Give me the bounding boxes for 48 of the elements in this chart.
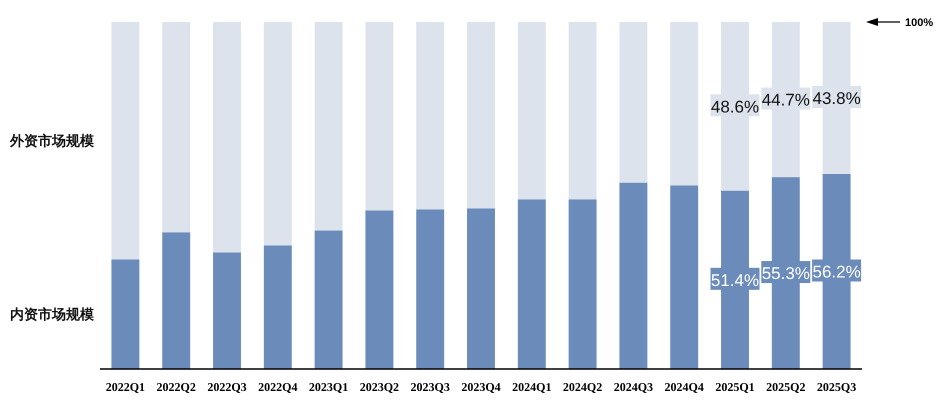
x-tick-label: 2023Q3	[410, 380, 450, 394]
x-tick-label: 2022Q3	[207, 380, 247, 394]
bar	[365, 210, 394, 369]
x-tick-label: 2023Q2	[360, 380, 400, 394]
bar	[213, 22, 241, 252]
bar	[365, 22, 394, 210]
data-label: 44.7%	[762, 90, 810, 110]
x-tick-label: 2022Q1	[106, 380, 146, 394]
x-tick-label: 2023Q4	[461, 380, 501, 394]
series-label: 外资市场规模	[9, 132, 95, 149]
data-label: 48.6%	[710, 97, 760, 116]
bar	[467, 22, 495, 208]
x-tick-label: 2024Q1	[512, 380, 552, 394]
x-tick-label: 2023Q1	[308, 380, 348, 394]
x-tick-label: 2025Q2	[766, 380, 806, 394]
bar	[518, 22, 546, 200]
text: 100%	[905, 17, 934, 29]
data-label: 51.4%	[710, 270, 760, 290]
x-tick-label: 2022Q4	[258, 380, 298, 394]
bar	[619, 182, 648, 369]
data-label: 43.8%	[812, 88, 861, 108]
bar	[619, 22, 648, 183]
data-label: 56.2%	[812, 262, 861, 282]
bar	[670, 185, 698, 369]
series-label: 内资市场规模	[10, 306, 95, 322]
bar	[111, 22, 140, 260]
bar	[213, 252, 241, 369]
x-tick-label: 2024Q4	[664, 380, 704, 394]
bar	[467, 208, 495, 369]
bar	[568, 199, 597, 369]
bar	[162, 22, 190, 232]
bar	[264, 245, 292, 369]
bar	[314, 22, 343, 231]
x-tick-label: 2025Q1	[715, 380, 755, 394]
data-label: 55.3%	[762, 264, 810, 284]
bar	[416, 22, 444, 210]
bar	[314, 230, 343, 369]
bar	[111, 259, 140, 369]
bar	[162, 232, 190, 369]
bar	[264, 22, 292, 246]
x-tick-label: 2022Q2	[156, 380, 196, 394]
x-tick-label: 2024Q3	[614, 380, 654, 394]
x-tick-label: 2024Q2	[562, 380, 602, 394]
bar	[568, 22, 597, 200]
bar	[670, 22, 698, 186]
bar	[416, 209, 444, 369]
bar	[518, 199, 546, 369]
x-tick-label: 2025Q3	[816, 380, 856, 394]
